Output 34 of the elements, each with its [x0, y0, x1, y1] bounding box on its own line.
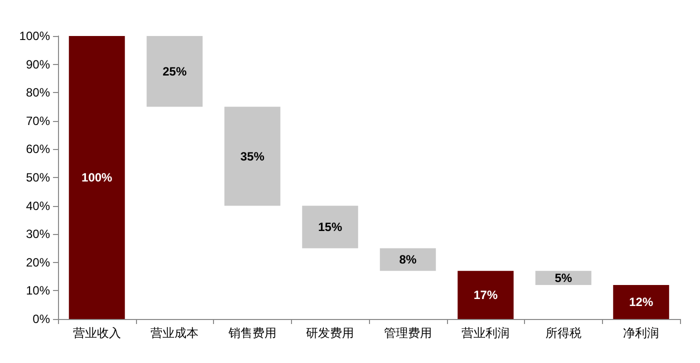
- bar: [613, 285, 670, 319]
- y-tick-label: 20%: [26, 255, 50, 270]
- y-tick-label: 30%: [26, 227, 50, 242]
- bar: [302, 206, 358, 248]
- data-label: 100%: [82, 170, 113, 184]
- bar: [68, 36, 125, 319]
- y-tick-label: 100%: [19, 29, 50, 43]
- y-tick-label: 0%: [32, 312, 50, 326]
- data-label: 5%: [554, 270, 572, 285]
- data-label: 25%: [162, 64, 187, 78]
- data-label: 12%: [629, 295, 654, 310]
- x-tick-label: 净利润: [623, 326, 660, 340]
- x-tick-label: 营业利润: [462, 326, 510, 340]
- x-tick-label: 营业成本: [150, 326, 199, 340]
- y-tick-label: 70%: [26, 114, 50, 128]
- y-tick-label: 10%: [26, 284, 50, 298]
- y-tick-label: 40%: [26, 198, 50, 213]
- bar: [380, 248, 436, 271]
- y-tick-label: 50%: [26, 170, 50, 184]
- x-tick-label: 销售费用: [227, 326, 276, 340]
- x-tick-label: 管理费用: [384, 326, 432, 340]
- data-label: 15%: [318, 220, 342, 234]
- x-tick-label: 营业收入: [72, 326, 121, 340]
- data-label: 17%: [474, 288, 498, 302]
- y-tick-label: 90%: [26, 57, 50, 72]
- y-tick-label: 60%: [26, 142, 50, 156]
- data-label: 35%: [240, 149, 265, 164]
- bar: [458, 270, 514, 319]
- x-tick-label: 所得税: [545, 326, 582, 340]
- y-tick-label: 80%: [26, 86, 50, 100]
- bar: [224, 106, 280, 206]
- data-label: 8%: [399, 252, 417, 267]
- bar: [146, 36, 203, 107]
- x-tick-label: 研发费用: [306, 326, 354, 340]
